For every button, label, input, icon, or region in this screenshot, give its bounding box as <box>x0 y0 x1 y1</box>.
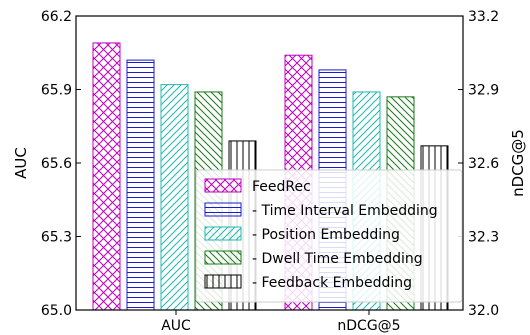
bar-auc-3 <box>160 84 189 311</box>
legend-label-1: FeedRec <box>252 179 311 195</box>
legend-label-2: - Time Interval Embedding <box>252 203 438 219</box>
legend-swatch-2 <box>204 202 242 217</box>
y-tick-label: 66.2 <box>41 9 72 25</box>
x-tick-label: nDCG@5 <box>337 318 400 334</box>
y-tick-label: 65.0 <box>41 303 72 319</box>
y2-tick-label: 32.0 <box>468 303 499 319</box>
bar-auc-2 <box>126 59 155 311</box>
y-axis-label: AUC <box>12 147 30 179</box>
legend-swatch-5 <box>204 274 242 289</box>
y-tick-label: 65.3 <box>41 230 72 246</box>
y2-tick-label: 32.9 <box>468 83 499 99</box>
legend-swatch-4 <box>204 250 242 265</box>
legend-label-4: - Dwell Time Embedding <box>252 251 423 267</box>
legend: FeedRec - Time Interval Embedding - Positi… <box>195 169 463 303</box>
y2-tick-label: 33.2 <box>468 9 499 25</box>
legend-swatch-1 <box>204 178 242 193</box>
legend-swatch-3 <box>204 226 242 241</box>
y2-tick-label: 32.6 <box>468 156 499 172</box>
legend-box <box>195 169 463 303</box>
y-tick-label: 65.6 <box>41 156 72 172</box>
y2-tick-label: 32.3 <box>468 230 499 246</box>
legend-label-5: - Feedback Embedding <box>252 275 412 291</box>
bar-auc-1 <box>92 42 121 311</box>
legend-label-3: - Position Embedding <box>252 227 400 243</box>
y2-axis-label: nDCG@5 <box>509 129 527 197</box>
y-tick-label: 65.9 <box>41 83 72 99</box>
ticks-layer: 65.0 32.0 65.3 32.3 65.6 32.6 65.9 32.9 66.2 33.2… <box>41 9 499 334</box>
x-tick-label: AUC <box>161 318 191 334</box>
